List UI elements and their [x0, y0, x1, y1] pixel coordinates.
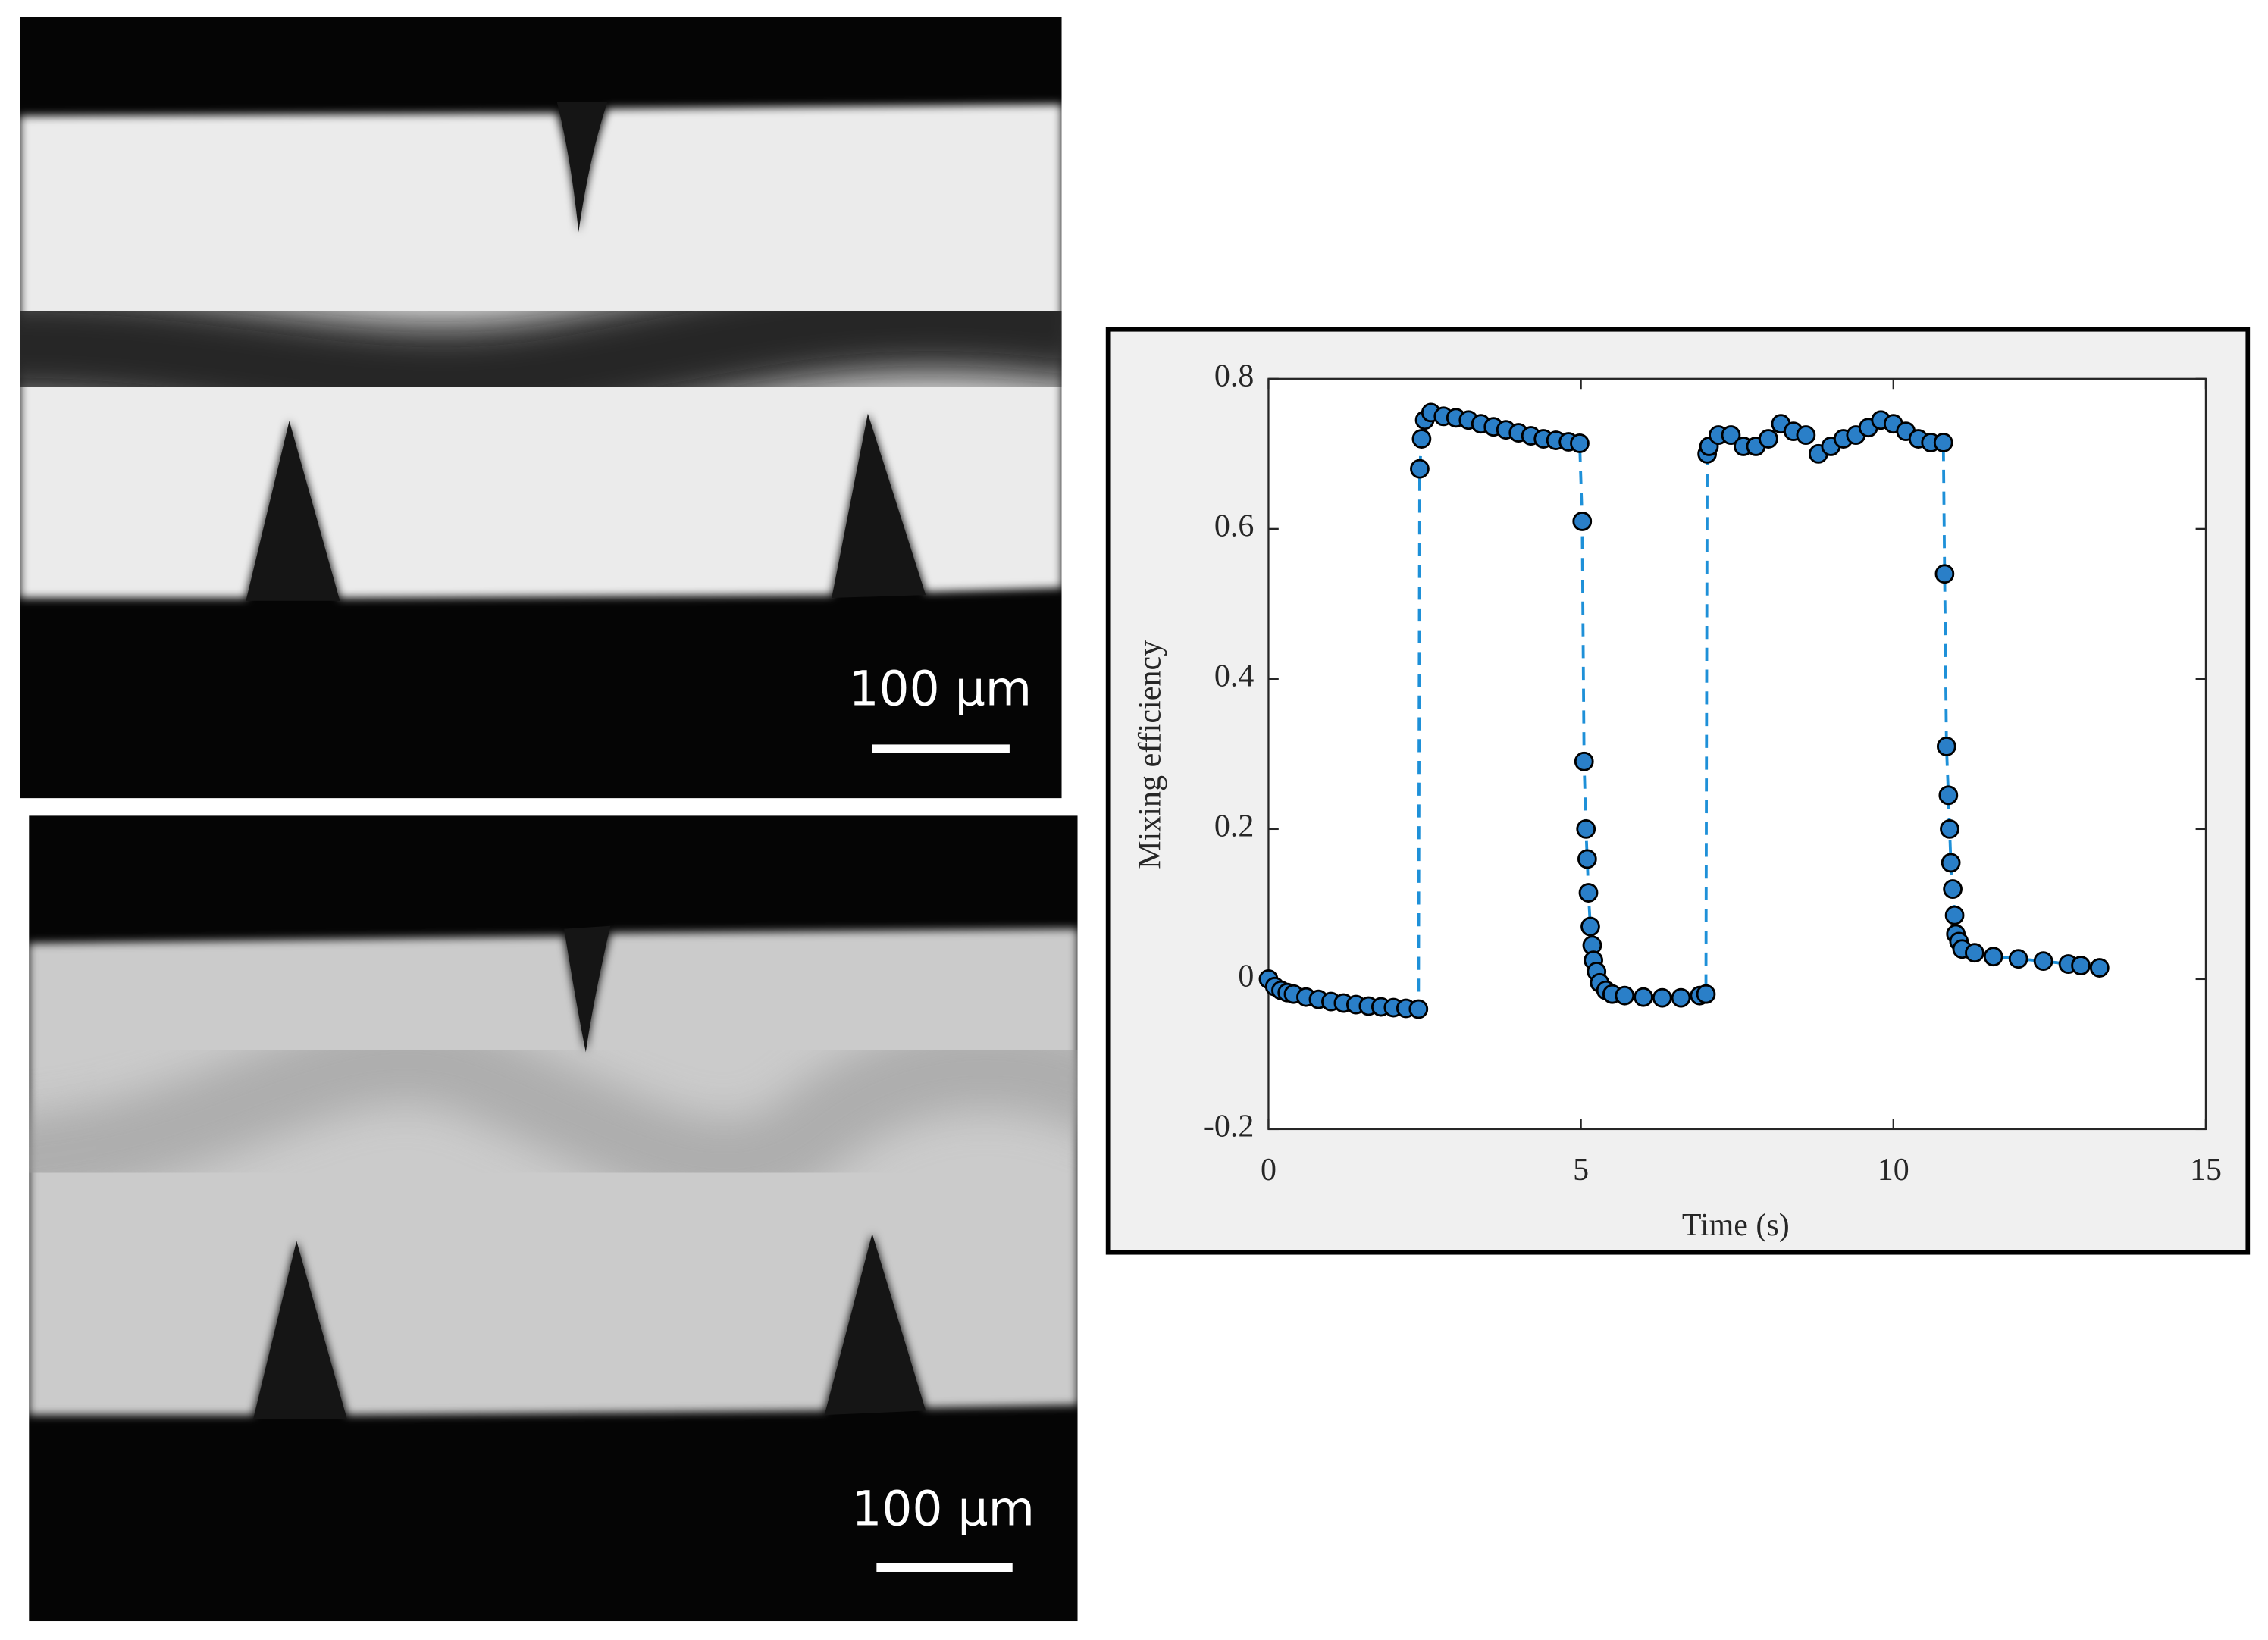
data-point: [1578, 883, 1599, 903]
data-point: [1580, 916, 1600, 937]
data-line: [1267, 411, 2100, 1011]
x-tick-label: 15: [2190, 1153, 2222, 1188]
y-tick-label: 0: [1238, 959, 1254, 994]
data-point: [1408, 999, 1429, 1019]
data-point: [2008, 949, 2028, 969]
data-point: [1983, 947, 2003, 967]
data-point: [1943, 879, 1963, 900]
data-point: [2089, 958, 2110, 978]
data-point: [1634, 987, 1653, 1007]
data-point: [1721, 425, 1741, 446]
data-point: [1941, 853, 1961, 873]
data-point: [1944, 905, 1965, 925]
data-point: [1410, 459, 1430, 479]
data-point: [1936, 737, 1956, 756]
data-point: [2033, 951, 2053, 972]
data-point: [1940, 818, 1959, 839]
data-point: [1570, 433, 1590, 453]
y-tick-label: 0.8: [1214, 358, 1254, 393]
scale-bar: [872, 744, 1010, 753]
data-point: [1696, 984, 1716, 1004]
data-point: [1572, 512, 1593, 531]
data-point: [1796, 425, 1816, 446]
data-point: [1933, 433, 1953, 452]
data-point: [1577, 849, 1597, 869]
data-point: [1934, 564, 1955, 584]
data-point: [1759, 429, 1778, 449]
data-point: [1938, 785, 1959, 806]
micrograph-top: [20, 17, 1062, 799]
y-tick-label: 0.4: [1214, 659, 1254, 693]
x-tick-label: 0: [1261, 1153, 1277, 1188]
data-point: [1671, 987, 1691, 1008]
data-point: [1965, 943, 1984, 963]
data-point: [1652, 987, 1672, 1008]
x-axis-label: Time (s): [1682, 1208, 1790, 1243]
data-point: [1576, 818, 1596, 839]
x-tick-label: 10: [1878, 1153, 1909, 1188]
data-point: [1615, 985, 1635, 1006]
data-point: [1574, 751, 1594, 771]
micrograph-bottom: [29, 815, 1078, 1622]
x-tick-label: 5: [1573, 1153, 1589, 1188]
chart: 0 5 10 15-0.200.20.40.60.8: [1204, 358, 2222, 1188]
scale-bar-label: 100 μm: [849, 660, 1032, 716]
y-axis-label: Mixing efficiency: [1133, 640, 1168, 869]
y-tick-label: -0.2: [1204, 1110, 1254, 1144]
data-point: [1411, 429, 1432, 449]
data-point: [2071, 956, 2091, 975]
scale-bar-label: 100 μm: [851, 1480, 1035, 1536]
y-tick-label: 0.6: [1214, 509, 1254, 543]
scale-bar: [876, 1563, 1013, 1572]
y-tick-label: 0.2: [1214, 809, 1254, 843]
